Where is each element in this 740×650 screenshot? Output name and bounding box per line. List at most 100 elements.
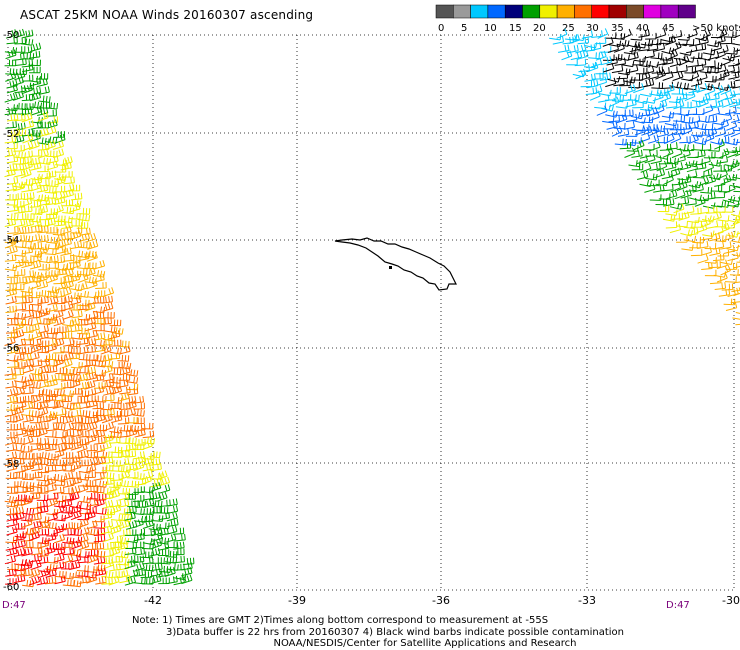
wind-barb (45, 125, 57, 136)
wind-barb (44, 217, 56, 227)
wind-barb (6, 395, 18, 404)
wind-barb (63, 528, 75, 536)
wind-barb (54, 233, 67, 243)
wind-barb (697, 253, 709, 264)
wind-barb (6, 277, 18, 285)
wind-barb (36, 273, 48, 283)
wind-barbs (4, 28, 740, 588)
wind-barb (142, 430, 155, 439)
wind-barb (653, 42, 666, 52)
wind-barb (46, 270, 59, 277)
legend-label: 20 (533, 23, 546, 34)
wind-barb (674, 153, 686, 164)
wind-barb (47, 400, 59, 409)
wind-barb (70, 461, 82, 472)
wind-barb (641, 125, 653, 136)
wind-barb (735, 147, 740, 157)
wind-barb (22, 414, 34, 423)
wind-barb (697, 240, 709, 249)
wind-barb (38, 101, 51, 109)
lon-label: -36 (432, 594, 450, 607)
wind-barb (68, 492, 80, 502)
wind-barb (29, 200, 42, 208)
wind-barb (167, 518, 179, 527)
wind-barb (37, 451, 50, 460)
wind-barb (141, 440, 153, 451)
wind-barb (681, 124, 693, 136)
wind-barb (574, 58, 587, 67)
wind-barb (6, 155, 19, 164)
wind-barb (46, 289, 58, 298)
wind-barb (125, 400, 137, 411)
wind-barb (701, 232, 713, 241)
legend-swatch (453, 4, 471, 19)
wind-barb (6, 518, 18, 528)
wind-barb (13, 134, 25, 144)
wind-barb (166, 525, 178, 535)
wind-barb (694, 215, 707, 222)
wind-barb (6, 526, 18, 536)
legend-swatch (677, 4, 696, 19)
wind-barb (126, 555, 139, 563)
wind-barb (718, 288, 731, 297)
wind-barb (13, 329, 25, 339)
wind-barb (665, 35, 677, 46)
wind-barb (55, 326, 67, 334)
lat-label: -54 (3, 235, 19, 246)
wind-barb (6, 330, 19, 339)
wind-barb (13, 28, 25, 39)
wind-barb (53, 505, 65, 515)
wind-barb (30, 250, 43, 258)
wind-barb (119, 424, 132, 432)
wind-barb (119, 386, 131, 395)
map-title: ASCAT 25KM NOAA Winds 20160307 ascending (20, 8, 314, 22)
wind-barb (37, 127, 49, 138)
wind-barb (86, 485, 98, 493)
wind-barb (733, 113, 740, 115)
wind-barb (109, 402, 122, 409)
wind-barb (705, 206, 718, 214)
wind-barb (13, 494, 26, 502)
wind-barb (62, 537, 75, 545)
wind-barb (101, 464, 114, 472)
wind-barb (158, 476, 170, 487)
wind-barb (720, 174, 732, 185)
wind-barb (62, 188, 74, 199)
wind-barb (669, 223, 681, 234)
wind-barb (62, 301, 74, 311)
wind-barb (77, 450, 89, 459)
wind-barb (655, 198, 668, 206)
wind-barb (713, 191, 725, 199)
wind-barb (22, 462, 35, 472)
wind-barb (29, 86, 42, 96)
wind-barb (613, 33, 626, 40)
wind-barb (673, 115, 686, 123)
wind-barb (711, 152, 724, 159)
wind-barb (663, 83, 675, 94)
wind-barb (85, 321, 97, 332)
wind-barb (720, 37, 733, 45)
wind-barb (662, 71, 674, 81)
wind-barb (694, 161, 707, 170)
wind-barb (649, 162, 661, 171)
wind-barb (52, 228, 65, 236)
wind-barb (44, 170, 57, 178)
wind-barb (680, 189, 692, 199)
wind-barb (722, 54, 736, 62)
wind-barb (28, 526, 40, 536)
wind-barb (54, 444, 67, 453)
wind-barb (36, 205, 49, 215)
wind-barb (108, 330, 121, 340)
wind-barb (14, 574, 26, 584)
wind-barb (21, 184, 33, 193)
wind-barb (61, 358, 73, 369)
wind-barb (13, 511, 25, 522)
wind-barb (687, 216, 700, 224)
wind-barb (133, 555, 145, 564)
wind-barb (644, 153, 656, 164)
wind-barb (13, 192, 26, 200)
wind-barb (5, 372, 17, 380)
wind-barb (665, 221, 678, 229)
wind-barb (47, 255, 59, 264)
wind-barb (52, 204, 64, 215)
